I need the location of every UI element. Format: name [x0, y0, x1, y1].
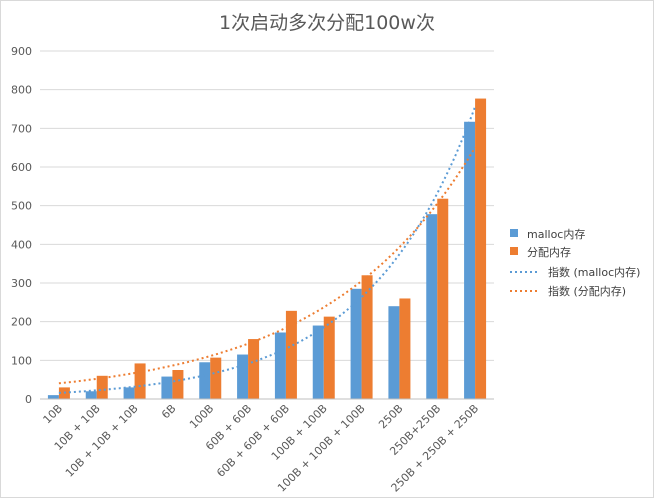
bar-malloc [426, 214, 437, 399]
bar-alloc [248, 339, 259, 399]
legend-label: 分配内存 [527, 245, 571, 259]
bar-alloc [172, 370, 183, 399]
trendline [59, 107, 475, 393]
y-tick-label: 600 [11, 161, 32, 174]
x-tick-label: 6B [159, 402, 178, 421]
bar-malloc [237, 355, 248, 399]
y-tick-label: 400 [11, 238, 32, 251]
legend-label: 指数 (malloc内存) [548, 265, 640, 279]
y-tick-label: 200 [11, 316, 32, 329]
y-tick-label: 700 [11, 122, 32, 135]
bar-alloc [210, 358, 221, 399]
bar-alloc [475, 99, 486, 399]
bar-malloc [124, 387, 135, 399]
x-tick-label: 60B + 60B + 60B [214, 402, 292, 480]
x-tick-label: 250B [376, 402, 405, 431]
bar-alloc [362, 275, 373, 399]
x-tick-label: 10B [41, 402, 65, 426]
trendline [59, 148, 475, 384]
y-tick-label: 800 [11, 84, 32, 97]
y-tick-label: 100 [11, 354, 32, 367]
bar-malloc [86, 391, 97, 399]
x-tick-label: 10B + 10B + 10B [63, 402, 141, 480]
bar-malloc [199, 362, 210, 399]
y-tick-label: 300 [11, 277, 32, 290]
bar-malloc [351, 289, 362, 399]
bar-alloc [399, 298, 410, 399]
bar-alloc [437, 199, 448, 399]
bar-malloc [48, 395, 59, 399]
legend-swatch-malloc [510, 229, 518, 237]
bar-alloc [324, 317, 335, 399]
bar-malloc [388, 306, 399, 399]
legend-label: 指数 (分配内存) [548, 284, 626, 298]
y-tick-label: 900 [11, 45, 32, 58]
bar-malloc [275, 332, 286, 399]
legend-label: malloc内存 [527, 227, 585, 241]
bar-malloc [313, 326, 324, 399]
bar-alloc [135, 363, 146, 399]
y-tick-label: 500 [11, 200, 32, 213]
bar-malloc [161, 377, 172, 399]
x-tick-label: 100B [187, 402, 216, 431]
bar-alloc [97, 376, 108, 399]
legend-swatch-alloc [510, 247, 518, 255]
y-tick-label: 0 [25, 393, 32, 406]
